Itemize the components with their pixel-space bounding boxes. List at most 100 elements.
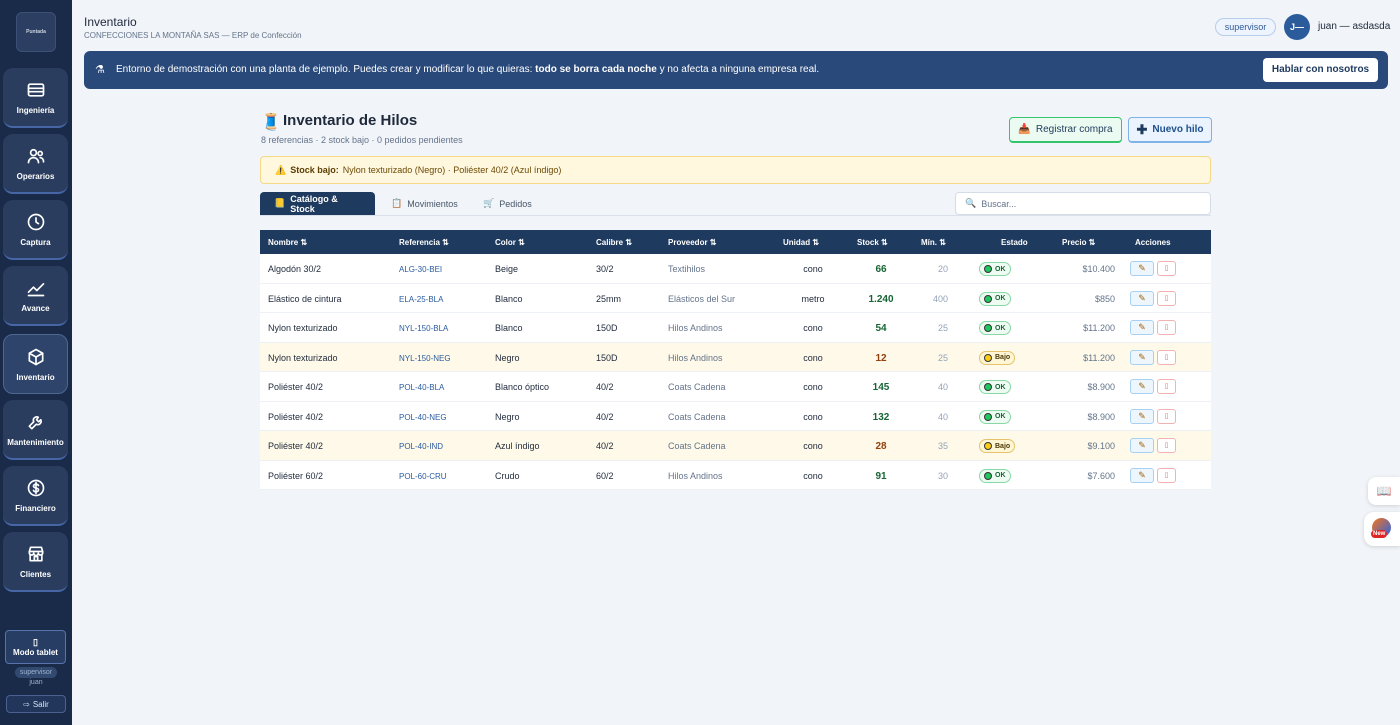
col-precio[interactable]: Precio ⇅	[1062, 238, 1096, 247]
tab-movimientos[interactable]: 📋 Movimientos	[377, 192, 472, 215]
page-summary: 8 referencias · 2 stock bajo · 0 pedidos…	[261, 135, 463, 145]
app-logo[interactable]: Puntada	[16, 12, 56, 52]
col-min[interactable]: Mín. ⇅	[921, 238, 946, 247]
new-thread-button[interactable]: ✚ Nuevo hilo	[1128, 117, 1212, 143]
pencil-icon: ✎	[1138, 410, 1146, 421]
thread-inventory-table: Nombre ⇅ Referencia ⇅ Color ⇅ Calibre ⇅ …	[260, 230, 1211, 490]
pencil-icon: ✎	[1138, 351, 1146, 362]
delete-button[interactable]: ▯	[1157, 408, 1176, 424]
logout-label: Salir	[32, 699, 49, 709]
cell-referencia: ALG-30-BEI	[399, 265, 443, 274]
cell-referencia: ELA-25-BLA	[399, 294, 444, 304]
sidebar-item-label: Captura	[20, 237, 51, 247]
tab-pedidos[interactable]: 🛒 Pedidos	[469, 192, 546, 215]
edit-button[interactable]: ✎	[1130, 438, 1154, 453]
delete-button[interactable]: ▯	[1157, 261, 1176, 276]
sidebar-item-financiero[interactable]: Financiero	[3, 466, 68, 526]
role-badge: supervisor	[1215, 18, 1276, 36]
delete-button[interactable]: ▯	[1157, 320, 1176, 335]
cell-nombre: Poliéster 40/2	[268, 441, 324, 451]
delete-button[interactable]: ▯	[1157, 349, 1176, 365]
col-color[interactable]: Color ⇅	[495, 238, 525, 247]
edit-button[interactable]: ✎	[1130, 467, 1154, 483]
status-dot	[984, 324, 992, 332]
cell-calibre: 150D	[596, 323, 618, 333]
company-subtitle: CONFECCIONES LA MONTAÑA SAS — ERP de Con…	[84, 31, 302, 40]
tab-label: Catálogo & Stock	[290, 193, 338, 214]
search-input[interactable]: 🔍 Buscar...	[955, 192, 1211, 215]
cell-nombre: Nylon texturizado	[268, 323, 338, 333]
tablet-icon: ▯	[33, 637, 38, 647]
edit-button[interactable]: ✎	[1130, 408, 1154, 424]
col-unidad[interactable]: Unidad ⇅	[783, 238, 820, 247]
thread-spool-icon: 🧵	[261, 114, 281, 131]
sidebar-item-captura[interactable]: Captura	[3, 200, 68, 260]
cell-referencia: POL-40-BLA	[399, 383, 445, 392]
alert-text: Nylon texturizado (Negro) · Poliéster 40…	[342, 165, 562, 175]
warning-icon: ⚠️	[275, 164, 287, 175]
sidebar-item-operarios[interactable]: Operarios	[3, 134, 68, 194]
col-referencia[interactable]: Referencia ⇅	[399, 238, 449, 247]
delete-button[interactable]: ▯	[1157, 467, 1176, 483]
status-dot	[984, 442, 992, 450]
avatar[interactable]: J—	[1284, 14, 1310, 40]
table-row[interactable]: Poliéster 40/2 POL-40-IND Azul índigo 40/2 C…	[260, 431, 1211, 461]
cell-unidad: cono	[803, 441, 823, 451]
edit-button[interactable]: ✎	[1130, 379, 1154, 394]
cart-icon: 🛒	[483, 198, 495, 208]
sidebar-item-clientes[interactable]: Clientes	[3, 532, 68, 592]
search-icon: 🔍	[965, 198, 977, 208]
delete-button[interactable]: ▯	[1157, 438, 1176, 453]
sidebar-item-mantenimiento[interactable]: Mantenimiento	[3, 400, 68, 460]
cell-stock: 145	[872, 382, 890, 393]
sidebar-item-ingenieria[interactable]: Ingeniería	[3, 68, 68, 128]
tab-catalogo[interactable]: 📒 Catálogo & Stock	[260, 192, 375, 215]
col-calibre[interactable]: Calibre ⇅	[596, 238, 633, 247]
logout-button[interactable]: ⇨ Salir	[6, 695, 66, 713]
col-stock[interactable]: Stock ⇅	[857, 238, 888, 247]
status-dot	[984, 412, 992, 421]
cell-min: 25	[937, 323, 948, 333]
table-row[interactable]: Elástico de cintura ELA-25-BLA Blanco 25mm E…	[260, 283, 1211, 313]
sidebar-item-avance[interactable]: Avance	[3, 266, 68, 326]
trash-icon: ▯	[1164, 471, 1169, 479]
whats-new-float-button[interactable]: New	[1364, 512, 1400, 546]
status-badge: Bajo	[979, 350, 1016, 365]
delete-button[interactable]: ▯	[1157, 379, 1176, 394]
col-proveedor[interactable]: Proveedor ⇅	[668, 238, 717, 247]
edit-button[interactable]: ✎	[1130, 261, 1154, 276]
table-row[interactable]: Nylon texturizado NYL-150-BLA Blanco 150D Hi…	[260, 313, 1211, 343]
table-row[interactable]: Nylon texturizado NYL-150-NEG Negro 150D Hil…	[260, 342, 1211, 372]
cell-proveedor: Hilos Andinos	[668, 323, 723, 333]
new-thread-label: Nuevo hilo	[1152, 124, 1204, 135]
table-row[interactable]: Poliéster 60/2 POL-60-CRU Crudo 60/2 Hilos A…	[260, 460, 1211, 490]
table-body: Algodón 30/2 ALG-30-BEI Beige 30/2 Textihilo…	[260, 254, 1211, 490]
pencil-icon: ✎	[1138, 440, 1146, 450]
cell-calibre: 60/2	[596, 470, 614, 481]
table-row[interactable]: Poliéster 40/2 POL-40-NEG Negro 40/2 Coats C…	[260, 401, 1211, 431]
edit-button[interactable]: ✎	[1130, 320, 1154, 335]
cell-referencia: NYL-150-NEG	[399, 353, 451, 363]
cell-proveedor: Hilos Andinos	[668, 352, 723, 363]
docs-float-button[interactable]: 📖	[1368, 477, 1400, 505]
cell-min: 40	[937, 411, 948, 422]
cell-precio: $7.600	[1087, 470, 1115, 481]
cell-min: 30	[937, 470, 948, 481]
status-label: OK	[995, 265, 1006, 273]
col-nombre[interactable]: Nombre ⇅	[268, 238, 308, 247]
contact-button[interactable]: Hablar con nosotros	[1263, 58, 1378, 82]
cell-min: 35	[937, 441, 948, 451]
sidebar-user: juan	[29, 679, 43, 686]
register-purchase-button[interactable]: 📥 Registrar compra	[1009, 117, 1122, 143]
delete-button[interactable]: ▯	[1157, 290, 1176, 306]
edit-button[interactable]: ✎	[1130, 290, 1154, 306]
sidebar-item-inventario[interactable]: Inventario	[3, 334, 68, 394]
table-row[interactable]: Algodón 30/2 ALG-30-BEI Beige 30/2 Textihilo…	[260, 254, 1211, 284]
edit-button[interactable]: ✎	[1130, 349, 1154, 365]
user-name[interactable]: juan — asdasda	[1318, 21, 1391, 32]
cell-min: 20	[937, 264, 948, 274]
table-row[interactable]: Poliéster 40/2 POL-40-BLA Blanco óptico 40/…	[260, 372, 1211, 402]
cell-referencia: POL-60-CRU	[399, 471, 447, 481]
tablet-mode-button[interactable]: ▯ Modo tablet	[5, 630, 66, 664]
clipboard-icon: 📋	[391, 198, 403, 208]
